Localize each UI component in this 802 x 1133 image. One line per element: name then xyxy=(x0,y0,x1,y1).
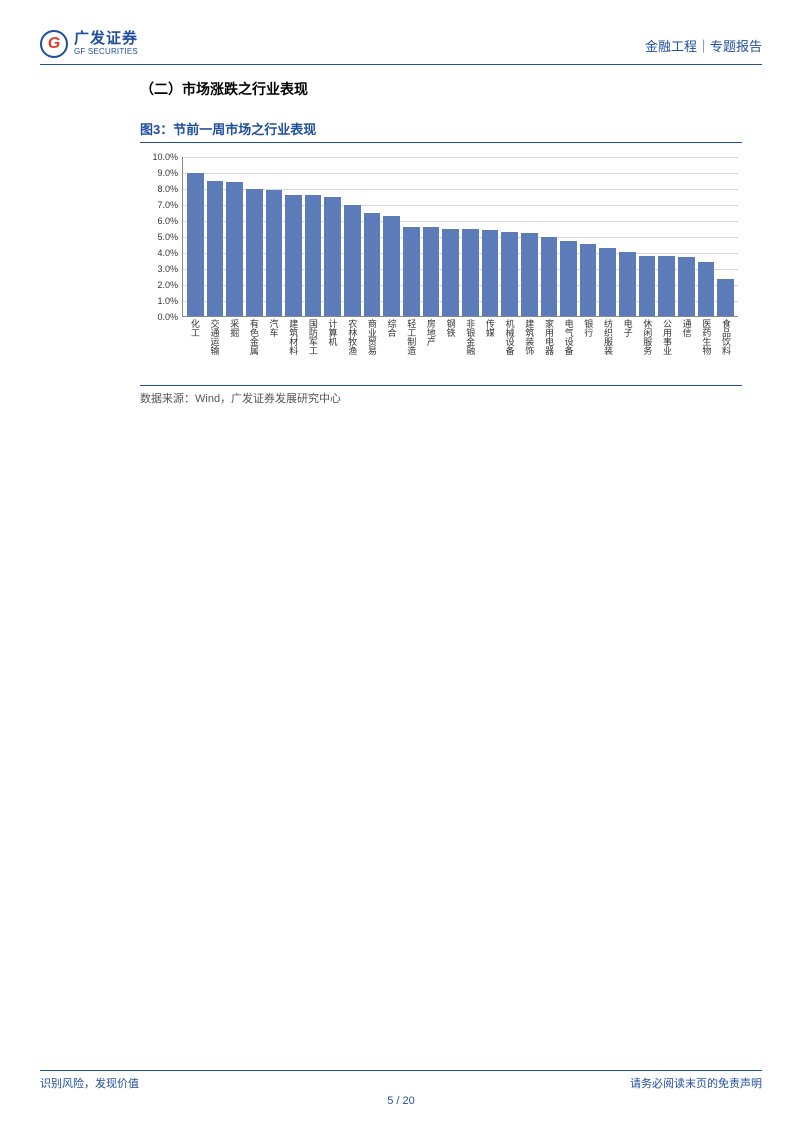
figure-divider xyxy=(140,385,742,386)
footer-page: 5 / 20 xyxy=(40,1095,762,1107)
y-tick: 7.0% xyxy=(157,200,178,210)
x-label: 银行 xyxy=(579,319,596,377)
x-label: 医药生物 xyxy=(697,319,714,377)
page-sep: / xyxy=(393,1095,402,1107)
plot-area xyxy=(182,157,738,317)
bar xyxy=(364,213,381,316)
x-label: 机械设备 xyxy=(501,319,518,377)
header-category: 金融工程｜专题报告 xyxy=(645,30,762,55)
y-tick: 4.0% xyxy=(157,248,178,258)
bar xyxy=(541,237,558,317)
y-tick: 9.0% xyxy=(157,168,178,178)
footer-row: 识别风险，发现价值 请务必阅读末页的免责声明 xyxy=(40,1075,762,1091)
x-label: 食品饮料 xyxy=(717,319,734,377)
figure-title: 图3：节前一周市场之行业表现 xyxy=(140,119,742,143)
x-label: 有色金属 xyxy=(245,319,262,377)
bar xyxy=(482,230,499,316)
x-label: 商业贸易 xyxy=(363,319,380,377)
y-tick: 3.0% xyxy=(157,264,178,274)
x-label: 国防军工 xyxy=(304,319,321,377)
bar xyxy=(207,181,224,316)
page-total: 20 xyxy=(403,1095,415,1107)
bar xyxy=(442,229,459,316)
x-label: 休闲服务 xyxy=(638,319,655,377)
x-label: 采掘 xyxy=(225,319,242,377)
y-axis: 0.0% 1.0% 2.0% 3.0% 4.0% 5.0% 6.0% 7.0% 8.0% 9.0%… xyxy=(140,157,180,321)
bar xyxy=(599,248,616,316)
bar xyxy=(639,256,656,316)
x-label: 综合 xyxy=(383,319,400,377)
logo-cn: 广发证券 xyxy=(74,31,138,48)
bar xyxy=(658,256,675,316)
bar xyxy=(678,257,695,316)
bar xyxy=(580,244,597,316)
x-axis-labels: 化工交通运输采掘有色金属汽车建筑材料国防军工计算机农林牧渔商业贸易综合轻工制造房… xyxy=(182,319,738,377)
x-label: 汽车 xyxy=(265,319,282,377)
bar xyxy=(266,190,283,316)
page: G 广发证券 GF SECURITIES 金融工程｜专题报告 （二）市场涨跌之行… xyxy=(0,0,802,1133)
bar xyxy=(462,229,479,316)
bar xyxy=(187,173,204,316)
x-label: 公用事业 xyxy=(658,319,675,377)
logo-en: GF SECURITIES xyxy=(74,48,138,57)
bar xyxy=(324,197,341,316)
footer-left: 识别风险，发现价值 xyxy=(40,1075,139,1091)
logo-block: G 广发证券 GF SECURITIES xyxy=(40,30,138,58)
bar xyxy=(226,182,243,316)
bar xyxy=(305,195,322,316)
y-tick: 6.0% xyxy=(157,216,178,226)
bar xyxy=(521,233,538,316)
bar xyxy=(285,195,302,316)
y-tick: 0.0% xyxy=(157,312,178,322)
section-title: （二）市场涨跌之行业表现 xyxy=(140,79,762,99)
bar xyxy=(501,232,518,316)
x-label: 交通运输 xyxy=(206,319,223,377)
x-label: 建筑材料 xyxy=(284,319,301,377)
page-footer: 识别风险，发现价值 请务必阅读末页的免责声明 5 / 20 xyxy=(40,1070,762,1107)
y-tick: 10.0% xyxy=(152,152,178,162)
footer-line xyxy=(40,1070,762,1071)
x-label: 通信 xyxy=(678,319,695,377)
x-label: 家用电器 xyxy=(540,319,557,377)
bar xyxy=(717,279,734,316)
y-tick: 5.0% xyxy=(157,232,178,242)
x-label: 纺织服装 xyxy=(599,319,616,377)
x-label: 计算机 xyxy=(324,319,341,377)
bar xyxy=(560,241,577,316)
bar xyxy=(698,262,715,316)
x-label: 非银金融 xyxy=(461,319,478,377)
bar xyxy=(423,227,440,316)
x-label: 建筑装饰 xyxy=(520,319,537,377)
page-header: G 广发证券 GF SECURITIES 金融工程｜专题报告 xyxy=(40,30,762,65)
x-label: 电子 xyxy=(619,319,636,377)
bar xyxy=(403,227,420,316)
x-label: 轻工制造 xyxy=(402,319,419,377)
figure-block: 图3：节前一周市场之行业表现 0.0% 1.0% 2.0% 3.0% 4.0% 5.0% 6… xyxy=(140,119,742,406)
bar xyxy=(344,205,361,316)
y-tick: 1.0% xyxy=(157,296,178,306)
x-label: 化工 xyxy=(186,319,203,377)
y-tick: 2.0% xyxy=(157,280,178,290)
bar-chart: 0.0% 1.0% 2.0% 3.0% 4.0% 5.0% 6.0% 7.0% 8.0% 9.0%… xyxy=(140,151,742,381)
x-label: 传媒 xyxy=(481,319,498,377)
logo-text: 广发证券 GF SECURITIES xyxy=(74,31,138,56)
x-label: 农林牧渔 xyxy=(343,319,360,377)
bar xyxy=(619,252,636,316)
footer-right: 请务必阅读末页的免责声明 xyxy=(630,1075,762,1091)
y-tick: 8.0% xyxy=(157,184,178,194)
bars-container xyxy=(183,157,738,316)
x-label: 房地产 xyxy=(422,319,439,377)
x-label: 电气设备 xyxy=(560,319,577,377)
figure-source: 数据来源：Wind，广发证券发展研究中心 xyxy=(140,390,742,406)
bar xyxy=(383,216,400,316)
bar xyxy=(246,189,263,316)
logo-icon: G xyxy=(40,30,68,58)
x-label: 钢铁 xyxy=(442,319,459,377)
